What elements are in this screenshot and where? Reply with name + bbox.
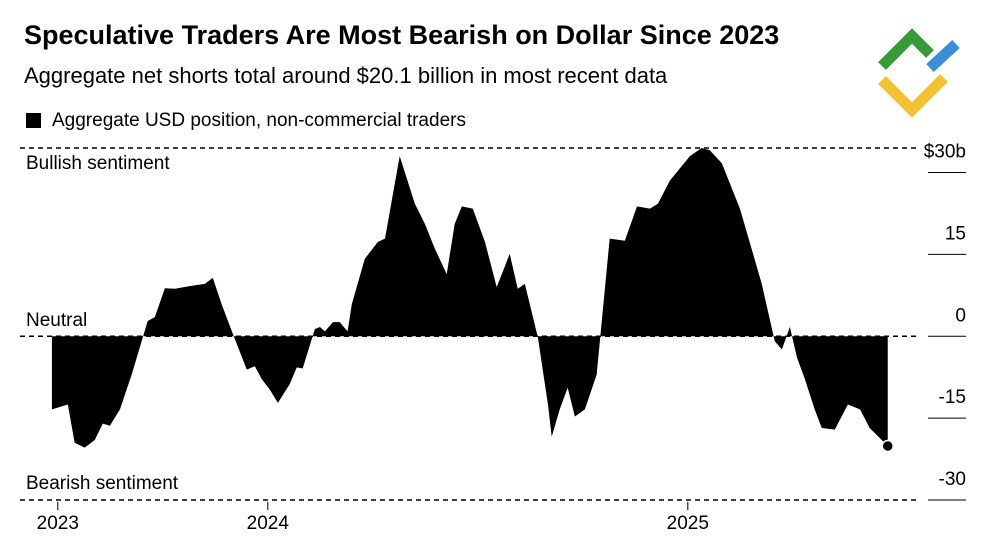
x-tick-label: 2024 — [247, 513, 290, 534]
y-tick-label: 15 — [945, 223, 966, 244]
legend-label: Aggregate USD position, non-commercial t… — [52, 110, 466, 131]
end-point — [881, 439, 894, 453]
y-tick-label: -30 — [939, 469, 966, 490]
y-tick-label: -15 — [939, 387, 966, 408]
area — [51, 148, 888, 448]
x-tick-label: 2025 — [667, 513, 709, 534]
chart-subtitle: Aggregate net shorts total around $20.1 … — [24, 63, 668, 88]
y-tick-label: $30b — [924, 142, 966, 163]
chart-title: Speculative Traders Are Most Bearish on … — [24, 20, 779, 50]
annotation: Bearish sentiment — [26, 473, 179, 494]
legend-swatch — [26, 113, 41, 128]
annotation: Bullish sentiment — [26, 153, 170, 174]
logo — [878, 28, 960, 118]
y-tick-label: 0 — [955, 305, 966, 326]
x-tick-label: 2023 — [37, 513, 79, 534]
annotation: Neutral — [26, 310, 87, 331]
